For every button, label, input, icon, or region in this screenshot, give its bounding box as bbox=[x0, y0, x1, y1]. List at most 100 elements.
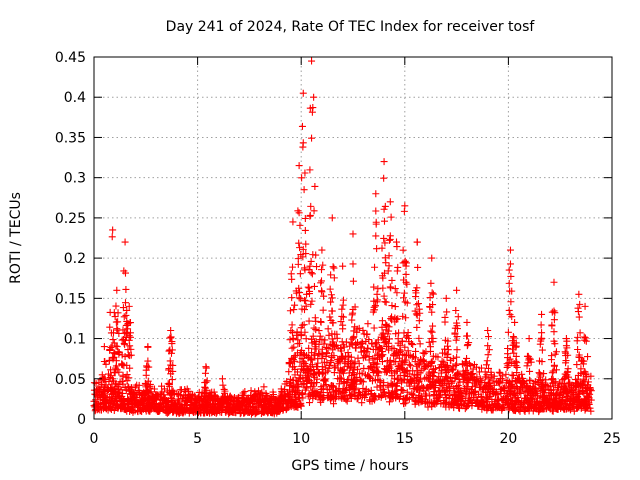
roti-point bbox=[337, 393, 345, 401]
roti-point bbox=[507, 272, 515, 280]
roti-point bbox=[548, 322, 556, 330]
roti-point bbox=[412, 354, 420, 362]
roti-point bbox=[312, 337, 320, 345]
roti-point bbox=[115, 368, 123, 376]
roti-point bbox=[568, 387, 576, 395]
roti-point bbox=[544, 382, 552, 390]
roti-point bbox=[400, 289, 408, 297]
roti-point bbox=[403, 280, 411, 288]
roti-point bbox=[525, 335, 533, 343]
roti-point bbox=[387, 315, 395, 323]
roti-point bbox=[574, 308, 582, 316]
roti-point bbox=[315, 327, 323, 335]
roti-point bbox=[412, 289, 420, 297]
roti-point bbox=[296, 289, 304, 297]
roti-point bbox=[321, 377, 329, 385]
roti-point bbox=[401, 202, 409, 210]
roti-point bbox=[396, 341, 404, 349]
roti-point bbox=[380, 217, 388, 225]
roti-point bbox=[426, 294, 434, 302]
roti-point bbox=[218, 375, 226, 383]
roti-point bbox=[449, 355, 457, 363]
roti-point bbox=[508, 287, 516, 295]
roti-point bbox=[307, 257, 315, 265]
roti-point bbox=[463, 318, 471, 326]
roti-point bbox=[355, 324, 363, 332]
roti-point bbox=[581, 302, 589, 310]
roti-point bbox=[463, 332, 471, 340]
roti-point bbox=[339, 313, 347, 321]
roti-point bbox=[385, 252, 393, 260]
roti-point bbox=[305, 290, 313, 298]
roti-point bbox=[484, 327, 492, 335]
roti-point bbox=[310, 324, 318, 332]
roti-point bbox=[477, 364, 485, 372]
roti-point bbox=[448, 378, 456, 386]
roti-point bbox=[302, 250, 310, 258]
roti-point bbox=[352, 380, 360, 388]
roti-point bbox=[549, 367, 557, 375]
roti-point bbox=[299, 89, 307, 97]
roti-point bbox=[310, 93, 318, 101]
chart-title: Day 241 of 2024, Rate Of TEC Index for r… bbox=[166, 19, 536, 35]
roti-point bbox=[550, 307, 558, 315]
x-tick-label: 0 bbox=[90, 431, 99, 447]
roti-point bbox=[550, 316, 558, 324]
roti-point bbox=[517, 390, 525, 398]
roti-point bbox=[201, 369, 209, 377]
roti-point bbox=[291, 301, 299, 309]
roti-point bbox=[295, 239, 303, 247]
roti-point bbox=[333, 334, 341, 342]
roti-point bbox=[463, 354, 471, 362]
roti-point bbox=[313, 263, 321, 271]
roti-point bbox=[509, 372, 517, 380]
roti-point bbox=[312, 326, 320, 334]
y-tick-label: 0 bbox=[77, 412, 86, 428]
roti-point bbox=[313, 375, 321, 383]
roti-point bbox=[512, 405, 520, 413]
roti-point bbox=[327, 298, 335, 306]
roti-point bbox=[322, 343, 330, 351]
roti-point bbox=[302, 302, 310, 310]
roti-point bbox=[584, 378, 592, 386]
roti-point bbox=[564, 365, 572, 373]
y-tick-label: 0.05 bbox=[55, 372, 86, 388]
roti-point bbox=[301, 226, 309, 234]
roti-point bbox=[511, 318, 519, 326]
roti-point bbox=[409, 341, 417, 349]
roti-point bbox=[453, 286, 461, 294]
roti-point bbox=[338, 305, 346, 313]
roti-point bbox=[102, 360, 110, 368]
roti-point bbox=[473, 373, 481, 381]
roti-point bbox=[330, 352, 338, 360]
roti-point bbox=[413, 323, 421, 331]
roti-point bbox=[484, 351, 492, 359]
roti-point bbox=[296, 339, 304, 347]
roti-point bbox=[107, 406, 115, 414]
y-tick-label: 0.15 bbox=[55, 291, 86, 307]
roti-point bbox=[109, 226, 117, 234]
roti-point bbox=[542, 381, 550, 389]
roti-point bbox=[368, 377, 376, 385]
roti-point bbox=[415, 334, 423, 342]
roti-point bbox=[505, 279, 513, 287]
roti-point bbox=[380, 234, 388, 242]
roti-point bbox=[531, 384, 539, 392]
roti-point bbox=[126, 364, 134, 372]
roti-point bbox=[495, 368, 503, 376]
roti-point bbox=[318, 246, 326, 254]
roti-point bbox=[113, 343, 121, 351]
roti-point bbox=[575, 290, 583, 298]
roti-point bbox=[118, 351, 126, 359]
roti-point bbox=[419, 356, 427, 364]
roti-point bbox=[296, 295, 304, 303]
roti-point bbox=[379, 284, 387, 292]
roti-point bbox=[482, 361, 490, 369]
roti-point bbox=[365, 356, 373, 364]
roti-point bbox=[296, 270, 304, 278]
y-tick-label: 0.25 bbox=[55, 211, 86, 227]
roti-point bbox=[551, 340, 559, 348]
roti-point bbox=[126, 333, 134, 341]
roti-point bbox=[168, 340, 176, 348]
roti-point bbox=[580, 357, 588, 365]
